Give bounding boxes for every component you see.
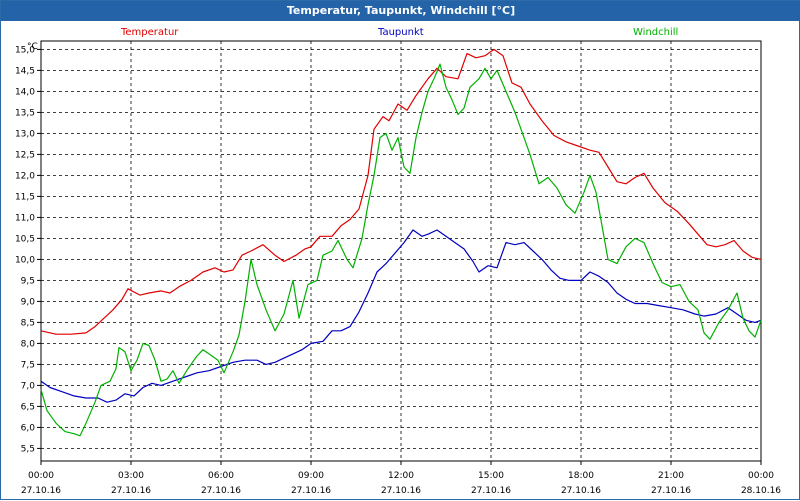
- y-tick-label: 8,0: [21, 339, 36, 349]
- x-tick-date: 27.10.16: [111, 486, 151, 496]
- y-tick-label: 15,0: [15, 45, 35, 55]
- y-axis: 5,5 6,0 6,5 7,0 7,5 8,0 8,5 9,0 9,5 10,0 10,5 11,0 1…: [15, 45, 41, 454]
- y-tick-label: 13,0: [15, 129, 35, 139]
- y-tick-label: 7,0: [21, 381, 36, 391]
- y-tick-label: 10,0: [15, 255, 35, 265]
- series-line-windchill: [40, 63, 762, 437]
- y-tick-label: 12,5: [15, 150, 35, 160]
- x-tick-date: 27.10.16: [471, 486, 511, 496]
- x-axis: 00:00 27.10.16 03:00 27.10.16 06:00 27.10.16 0…: [21, 461, 781, 496]
- x-tick-time: 09:00: [298, 471, 324, 481]
- legend-windchill: Windchill: [633, 27, 678, 38]
- x-tick-time: 06:00: [208, 471, 234, 481]
- x-tick-date: 27.10.16: [21, 486, 61, 496]
- y-tick-label: 13,5: [15, 108, 35, 118]
- x-tick-time: 00:00: [748, 471, 774, 481]
- series-line-taupunkt: [40, 229, 762, 403]
- y-tick-label: 12,0: [15, 171, 35, 181]
- x-tick-time: 00:00: [28, 471, 54, 481]
- x-tick-time: 15:00: [478, 471, 504, 481]
- y-tick-label: 7,5: [21, 360, 35, 370]
- y-tick-label: 10,5: [15, 234, 35, 244]
- y-tick-label: 5,5: [21, 444, 35, 454]
- y-tick-label: 9,0: [21, 297, 36, 307]
- y-tick-label: 14,5: [15, 66, 35, 76]
- legend-temperatur: Temperatur: [120, 27, 179, 38]
- x-tick-time: 03:00: [118, 471, 144, 481]
- series-lines: [40, 48, 762, 437]
- x-tick-time: 18:00: [568, 471, 594, 481]
- window-title: Temperatur, Taupunkt, Windchill [°C]: [1, 1, 800, 21]
- y-axis-unit: °C: [27, 42, 38, 52]
- x-tick-time: 21:00: [658, 471, 684, 481]
- legend-taupunkt: Taupunkt: [377, 27, 424, 38]
- y-tick-label: 6,5: [21, 402, 35, 412]
- y-tick-label: 8,5: [21, 318, 35, 328]
- y-tick-label: 11,0: [15, 213, 35, 223]
- y-tick-label: 14,0: [15, 87, 35, 97]
- x-tick-date: 27.10.16: [561, 486, 601, 496]
- x-tick-time: 12:00: [388, 471, 414, 481]
- series-line-temperatur: [40, 48, 762, 335]
- y-tick-label: 9,5: [21, 276, 35, 286]
- y-tick-label: 11,5: [15, 192, 35, 202]
- y-tick-label: 6,0: [21, 423, 36, 433]
- x-tick-date: 27.10.16: [651, 486, 691, 496]
- grid-lines: [41, 41, 761, 461]
- x-tick-date: 27.10.16: [381, 486, 421, 496]
- x-tick-date: 27.10.16: [291, 486, 331, 496]
- x-tick-date: 27.10.16: [201, 486, 241, 496]
- x-tick-date: 28.10.16: [741, 486, 781, 496]
